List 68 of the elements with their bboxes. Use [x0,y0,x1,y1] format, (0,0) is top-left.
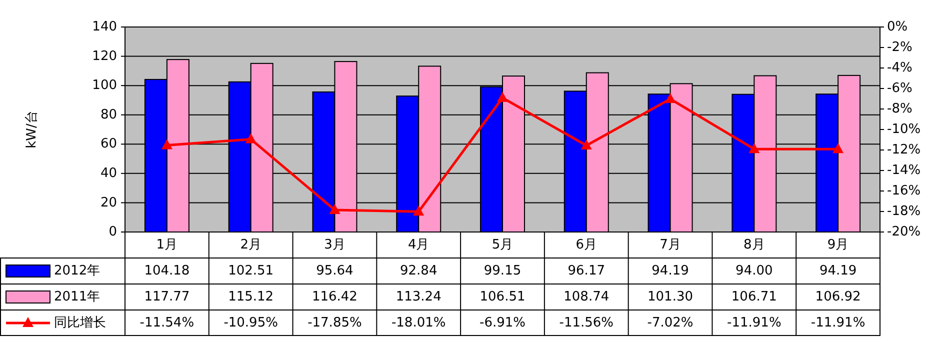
legend-label: 2012年 [54,264,100,279]
data-label: 113.24 [396,290,442,305]
point [245,133,256,144]
data-label: -11.54% [140,316,194,331]
y2-tick-label: -4% [887,60,912,76]
data-label: 101.30 [648,290,694,305]
y-tick-label: 80 [100,107,117,122]
point [497,92,508,102]
x-tick-label: 4月 [408,238,430,253]
data-label: -11.91% [727,316,782,331]
x-tick-label: 8月 [744,238,765,253]
data-label: 95.64 [316,264,354,279]
y2-tick-label: -12% [887,142,921,158]
y-tick-label: 20 [100,195,117,210]
data-label: 94.19 [652,264,689,279]
data-label: 94.19 [819,264,857,279]
data-label: -11.91% [810,316,866,331]
y-tick-label: 120 [92,48,117,64]
y2-tick-label: -20% [887,224,921,240]
x-tick-label: 6月 [576,238,598,253]
legend-label: 2011年 [54,290,100,305]
data-label: -18.01% [391,316,446,331]
y-tick-label: 0 [108,224,117,240]
point [413,206,424,216]
data-label: -10.95% [224,316,278,331]
data-label: 96.17 [568,264,605,279]
y2-tick-label: -16% [887,184,921,199]
y2-tick-label: -2% [887,40,912,56]
y-tick-label: 140 [92,20,117,35]
data-label: 106.71 [731,290,777,305]
y2-tick-label: -6% [887,81,912,96]
data-label: 94.00 [736,264,773,279]
point [832,143,844,154]
data-label: 115.12 [228,290,274,305]
y2-tick-label: 0% [887,20,908,35]
x-tick-label: 5月 [492,238,514,253]
data-label: 92.84 [400,264,438,279]
y2-tick-label: -14% [887,163,921,178]
point [161,139,172,150]
data-label: 104.18 [144,264,190,279]
x-tick-label: 9月 [827,238,849,253]
data-label: -11.56% [559,316,614,331]
data-label: 102.51 [228,264,274,279]
x-tick-label: 3月 [324,238,346,253]
data-label: 106.92 [815,290,861,305]
data-label: -17.85% [308,316,362,331]
point [580,139,592,150]
x-tick-label: 2月 [240,238,262,253]
y2-tick-label: -10% [887,122,921,138]
y2-tick-label: -18% [887,204,921,220]
data-label: -7.02% [647,316,694,331]
x-tick-label: 1月 [156,238,178,253]
point [664,92,676,103]
point [329,204,340,214]
data-label: 116.42 [312,290,358,305]
y-tick-label: 40 [100,166,117,181]
legend-label: 同比增长 [54,316,106,331]
y-tick-label: 60 [100,136,117,152]
data-label: 117.77 [144,290,190,305]
point [748,143,760,154]
data-label: 108.74 [564,290,610,305]
data-label: 99.15 [484,264,522,279]
data-label: 106.51 [480,290,526,305]
x-tick-label: 7月 [660,238,681,253]
y-tick-label: 100 [92,78,117,94]
y-axis-title: kW/台 [24,110,40,148]
data-label: -6.91% [480,316,526,331]
y2-tick-label: -8% [887,102,912,117]
